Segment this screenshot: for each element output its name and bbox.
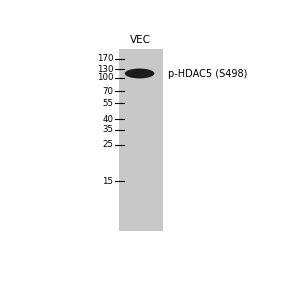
Text: VEC: VEC <box>130 35 151 45</box>
Text: 55: 55 <box>102 99 113 107</box>
Text: 130: 130 <box>97 65 113 74</box>
Text: 15: 15 <box>102 177 113 185</box>
Text: 25: 25 <box>102 140 113 150</box>
Text: 70: 70 <box>102 87 113 96</box>
Ellipse shape <box>125 68 154 79</box>
Text: 170: 170 <box>97 54 113 63</box>
Bar <box>119 49 162 231</box>
Text: p-HDAC5 (S498): p-HDAC5 (S498) <box>168 69 247 79</box>
Text: 35: 35 <box>102 125 113 134</box>
Text: 40: 40 <box>102 115 113 124</box>
Text: 100: 100 <box>97 73 113 83</box>
